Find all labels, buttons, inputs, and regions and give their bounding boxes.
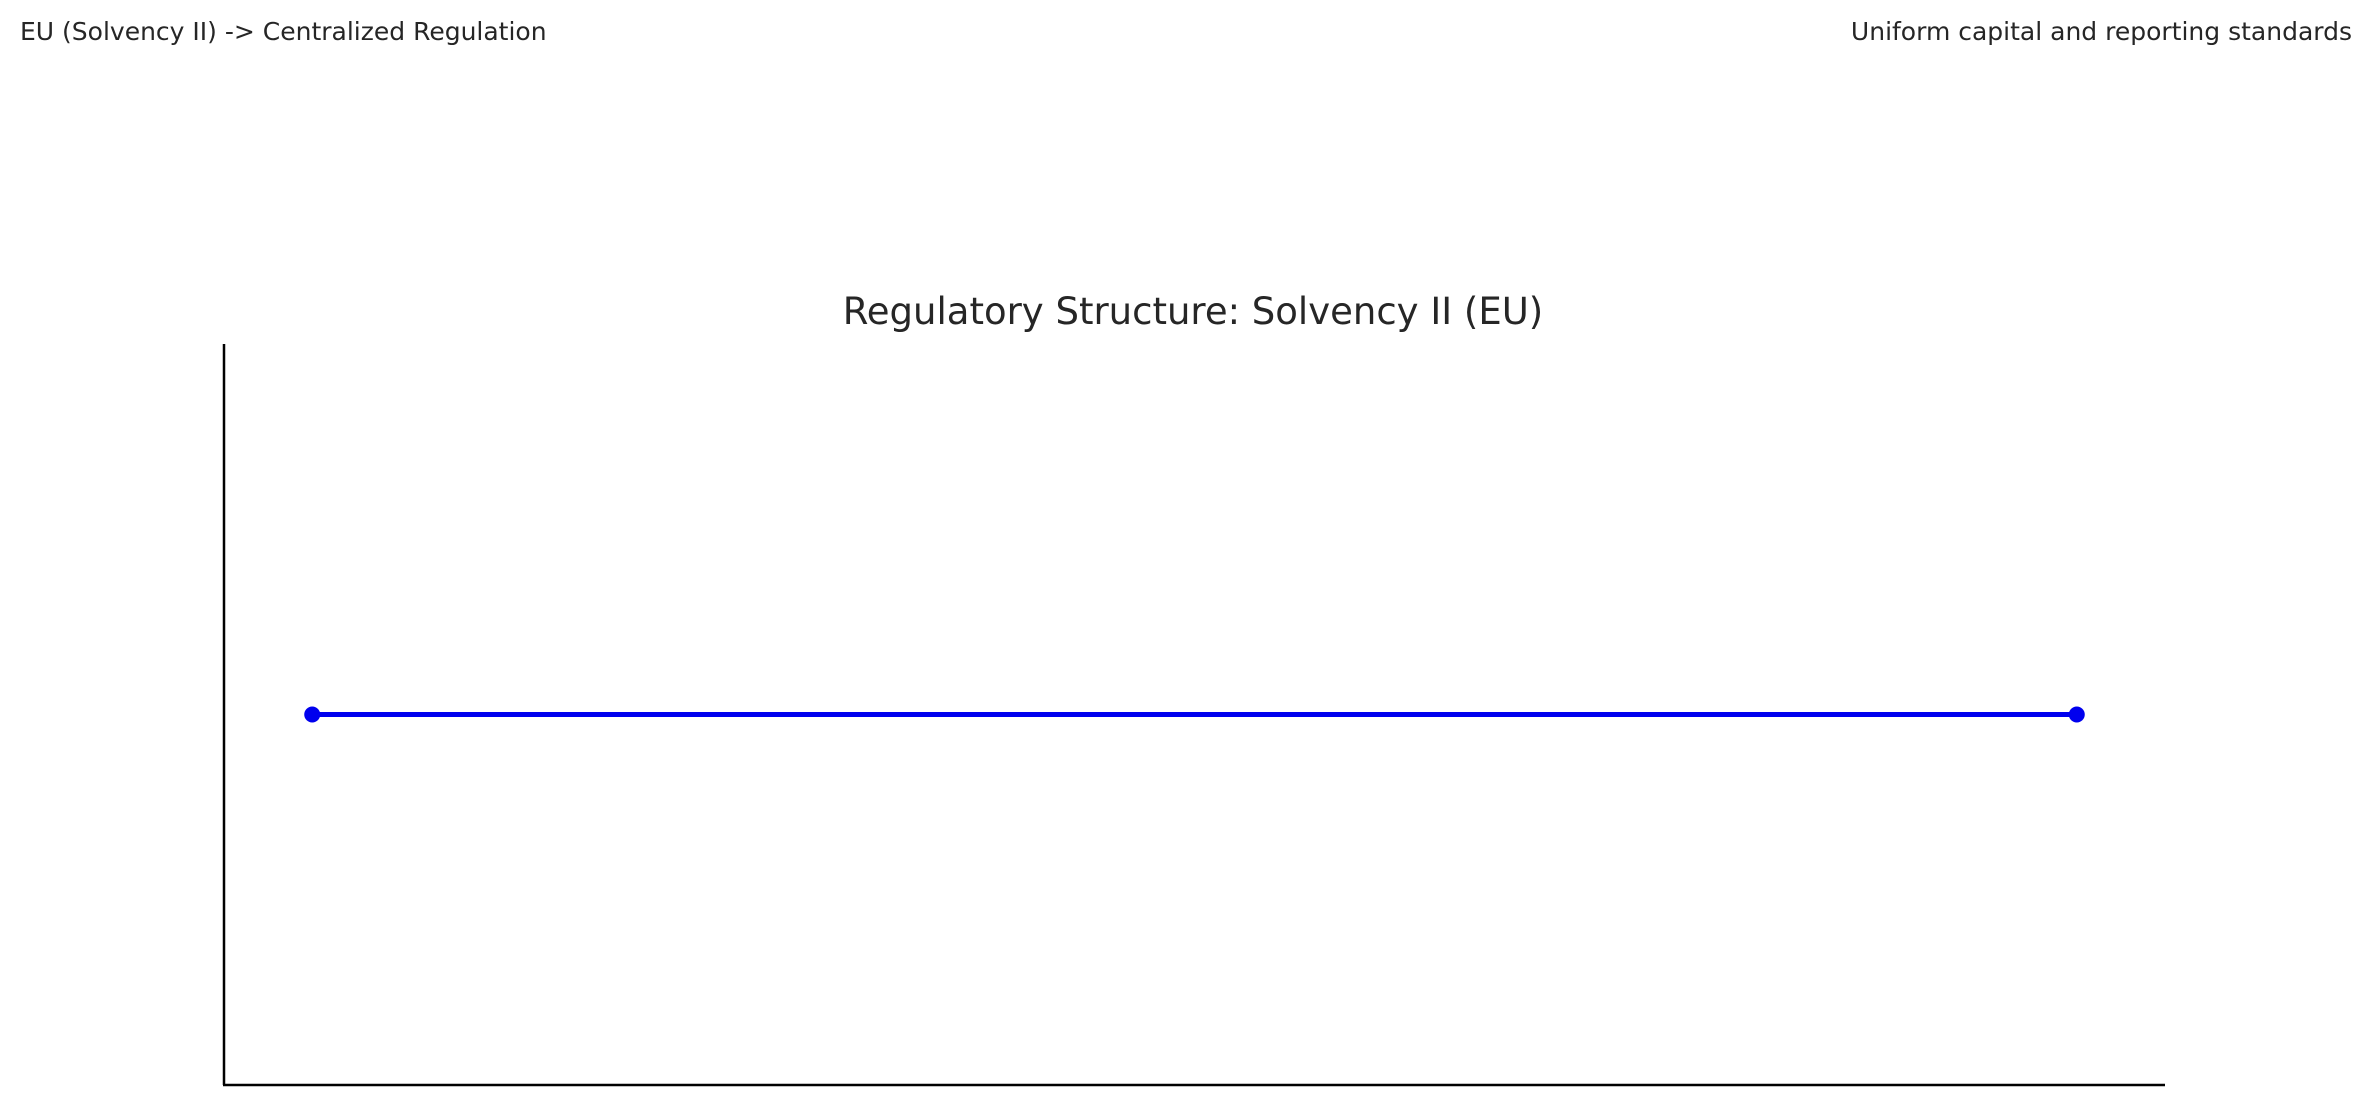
top-left-annotation: EU (Solvency II) -> Centralized Regulati… [20, 17, 547, 46]
chart-title: Regulatory Structure: Solvency II (EU) [843, 290, 1544, 333]
plot-area [304, 706, 2085, 723]
data-point-0-0 [304, 706, 321, 723]
top-right-annotation: Uniform capital and reporting standards [1850, 17, 2352, 46]
data-point-0-1 [2068, 706, 2085, 723]
